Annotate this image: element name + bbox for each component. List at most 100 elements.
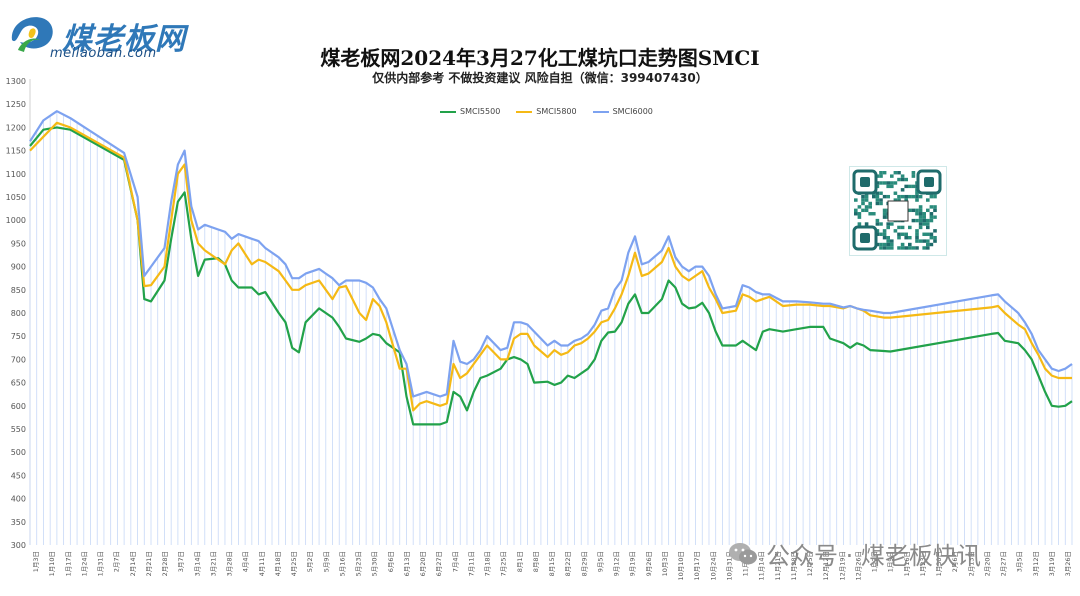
logo-icon [11,17,53,52]
x-tick-label: 3月5日 [1016,551,1024,572]
x-tick-label: 12月12日 [822,551,830,581]
legend-item-smci5500: SMCI5500 [440,107,500,116]
x-tick-label: 9月19日 [629,551,637,576]
y-tick-label: 900 [11,263,26,272]
x-tick-label: 9月12日 [613,551,621,576]
x-tick-label: 2月7日 [113,551,121,572]
x-tick-label: 2月27日 [1000,551,1008,576]
x-tick-label: 3月19日 [1048,551,1056,576]
x-tick-label: 5月23日 [355,551,363,576]
x-tick-label: 2月21日 [145,551,153,576]
x-tick-label: 10月31日 [725,551,733,581]
x-tick-label: 12月5日 [806,551,814,576]
brand-url: meilaoban.com [50,46,157,61]
x-tick-label: 7月4日 [451,551,459,572]
y-tick-label: 1150 [6,147,26,156]
x-tick-label: 6月6日 [387,551,395,572]
x-tick-label: 1月31日 [97,551,105,576]
y-tick-label: 700 [11,355,26,364]
legend-label: SMCI6000 [612,107,653,116]
brand-name: 煤老板网 [62,22,186,57]
y-tick-label: 600 [11,402,26,411]
x-tick-label: 3月14日 [193,551,201,576]
x-tick-label: 2月28日 [161,551,169,576]
x-tick-label: 1月17日 [64,551,72,576]
brand-logo: 煤老板网 meilaoban.com [6,10,206,61]
watermark-text: 公众号 · 煤老板快讯 [766,542,981,570]
x-tick-label: 1月10日 [48,551,56,576]
chart-legend: SMCI5500 SMCI5800 SMCI6000 [440,107,653,116]
y-tick-label: 750 [11,332,26,341]
x-tick-label: 4月25日 [290,551,298,576]
x-tick-label: 10月3日 [661,551,669,576]
x-tick-label: 4月4日 [242,551,250,572]
x-tick-label: 6月27日 [435,551,443,576]
legend-swatch [440,110,456,113]
x-tick-label: 5月30日 [371,551,379,576]
x-tick-label: 2月20日 [983,551,991,576]
x-tick-label: 3月28日 [226,551,234,576]
x-tick-label: 6月13日 [403,551,411,576]
x-tick-label: 1月24日 [80,551,88,576]
y-tick-label: 850 [11,286,26,295]
legend-label: SMCI5500 [460,107,501,116]
y-tick-label: 400 [11,495,26,504]
x-tick-label: 3月26日 [1064,551,1072,576]
wechat-icon [729,542,757,564]
x-tick-label: 1月2日 [871,551,879,572]
x-tick-label: 6月20日 [419,551,427,576]
x-tick-label: 7月11日 [467,551,475,576]
y-tick-label: 1200 [6,123,26,132]
chart-subtitle: 仅供内部参考 不做投资建议 风险自担（微信：399407430） [372,71,708,85]
series-line-smci6000 [29,110,1073,398]
y-tick-label: 300 [11,541,26,550]
x-tick-label: 4月11日 [258,551,266,576]
x-tick-label: 2月13日 [967,551,975,576]
x-tick-label: 5月2日 [306,551,314,572]
x-tick-label: 2月14日 [129,551,137,576]
x-tick-label: 1月23日 [919,551,927,576]
y-tick-label: 1250 [6,100,26,109]
x-tick-label: 3月12日 [1032,551,1040,576]
qr-code-image [852,169,942,251]
x-tick-label: 8月8日 [532,551,540,572]
legend-label: SMCI5800 [536,107,577,116]
y-tick-label: 500 [11,448,26,457]
y-tick-label: 1100 [6,170,26,179]
legend-item-smci6000: SMCI6000 [592,107,653,116]
x-tick-label: 9月5日 [596,551,604,572]
x-tick-label: 10月24日 [709,551,717,581]
x-tick-label: 9月26日 [645,551,653,576]
x-tick-label: 1月9日 [887,551,895,572]
x-tick-label: 1月3日 [32,551,40,572]
x-tick-label: 1月30日 [935,551,943,576]
y-tick-label: 1000 [6,216,26,225]
x-tick-label: 1月16日 [903,551,911,576]
x-tick-label: 11月7日 [742,551,750,576]
y-tick-label: 550 [11,425,26,434]
chart-title: 煤老板网2024年3月27化工煤坑口走势图SMCI [320,46,760,70]
x-tick-label: 11月28日 [790,551,798,581]
legend-item-smci5800: SMCI5800 [516,107,577,116]
x-tick-label: 11月14日 [758,551,766,581]
y-tick-label: 800 [11,309,26,318]
qr-code [849,166,947,256]
y-tick-label: 1300 [6,77,26,86]
x-tick-label: 7月25日 [500,551,508,576]
x-tick-label: 7月18日 [484,551,492,576]
x-tick-label: 8月15日 [548,551,556,576]
x-tick-label: 10月10日 [677,551,685,581]
y-tick-label: 450 [11,471,26,480]
x-tick-label: 12月26日 [854,551,862,581]
x-tick-label: 2月6日 [951,551,959,572]
x-tick-label: 4月18日 [274,551,282,576]
x-tick-label: 12月19日 [838,551,846,581]
y-tick-label: 950 [11,239,26,248]
y-tick-label: 350 [11,518,26,527]
watermark: 公众号 · 煤老板快讯 [728,536,981,571]
x-tick-label: 5月9日 [322,551,330,572]
x-tick-label: 8月1日 [516,551,524,572]
x-tick-label: 3月21日 [209,551,217,576]
x-tick-label: 10月17日 [693,551,701,581]
